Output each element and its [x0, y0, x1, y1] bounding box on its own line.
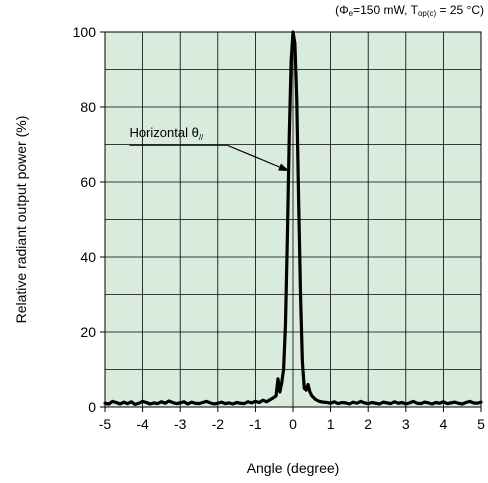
x-tick-label: -3	[174, 416, 187, 432]
x-tick-label: -5	[99, 416, 112, 432]
x-tick-label: -2	[212, 416, 225, 432]
x-axis-label: Angle (degree)	[247, 460, 340, 476]
y-tick-label: 60	[80, 174, 96, 190]
plot-frame	[104, 31, 482, 408]
y-tick-label: 0	[88, 399, 96, 415]
y-tick-labels: 0 20 40 60 80 100	[73, 24, 105, 415]
y-tick-label: 100	[73, 24, 97, 40]
x-tick-label: 0	[289, 416, 297, 432]
y-tick-label: 80	[80, 99, 96, 115]
annotation-label: Horizontal θ//	[129, 125, 204, 142]
x-tick-label: 1	[327, 416, 335, 432]
x-tick-label: -4	[136, 416, 149, 432]
y-axis-label: Relative radiant output power (%)	[13, 116, 29, 324]
x-tick-label: 2	[364, 416, 372, 432]
x-tick-label: 5	[477, 416, 485, 432]
y-tick-label: 40	[80, 249, 96, 265]
annotation-arrow	[226, 144, 290, 172]
condition-note: (Φe=150 mW, Top(c) = 25 °C)	[335, 3, 484, 18]
annotation: Horizontal θ//	[129, 125, 290, 172]
y-tick-label: 20	[80, 324, 96, 340]
x-tick-label: -1	[249, 416, 262, 432]
x-tick-label: 3	[402, 416, 410, 432]
x-tick-label: 4	[440, 416, 448, 432]
x-tick-labels: -5 -4 -3 -2 -1 0 1 2 3 4 5	[99, 407, 485, 432]
